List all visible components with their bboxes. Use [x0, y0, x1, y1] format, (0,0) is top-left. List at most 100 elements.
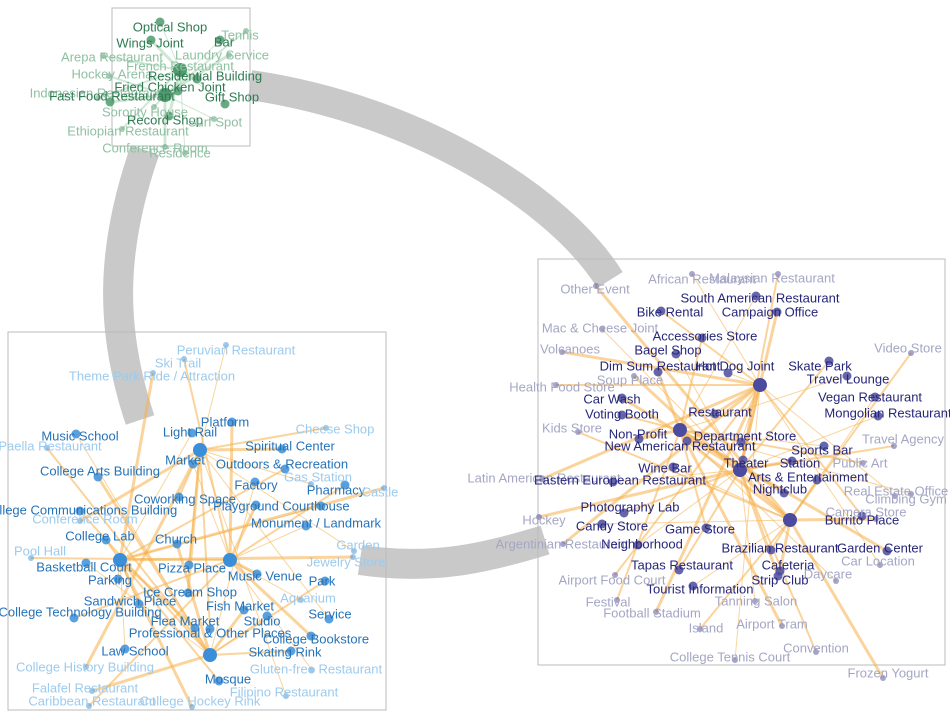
node-label: Flea Market [151, 613, 220, 628]
node-label: Conference Room [102, 140, 208, 155]
node-label: Public Art [833, 455, 888, 470]
node-label: Real Estate Office [844, 483, 949, 498]
node [824, 356, 834, 366]
node [668, 462, 678, 472]
node [381, 485, 387, 491]
node [656, 306, 666, 316]
node-label: South American Restaurant [681, 290, 840, 305]
node-label: Department Store [694, 428, 797, 443]
node [350, 554, 356, 560]
node-label: Platform [201, 414, 249, 429]
node [113, 574, 123, 584]
node [877, 562, 883, 568]
edge [91, 653, 211, 693]
node [277, 444, 287, 454]
node [134, 599, 144, 609]
node-label: Light Rail [163, 424, 217, 439]
node [723, 368, 733, 378]
nodes [28, 17, 914, 710]
node-label: Residence [149, 145, 210, 160]
node [842, 371, 852, 381]
node [775, 271, 781, 277]
node [172, 539, 182, 549]
labels: Optical Shop Tennis Wings Joint Bar Arepa Re… [0, 19, 950, 708]
edge [679, 295, 757, 431]
node [873, 516, 879, 522]
node [536, 514, 542, 520]
node-label: Hockey Arena [72, 66, 154, 81]
node [119, 126, 125, 132]
node [120, 644, 130, 654]
hub-node [158, 88, 172, 102]
edge [637, 469, 741, 546]
cluster-box [7, 331, 387, 711]
node [599, 326, 605, 332]
node-label: Tourist Information [647, 581, 754, 596]
edge [118, 558, 197, 630]
node [766, 545, 776, 555]
node [106, 73, 112, 79]
node [612, 572, 618, 578]
node-label: Accessories Store [653, 328, 758, 343]
node [214, 676, 224, 686]
hub-node [733, 463, 747, 477]
node [614, 597, 620, 603]
node-label: Fish Market [206, 598, 274, 613]
node [184, 560, 194, 570]
edge [192, 463, 231, 561]
node [653, 609, 659, 615]
edge [175, 543, 212, 656]
node-label: Monument / Landmark [251, 515, 382, 530]
node-label: Sandwich Place [84, 593, 177, 608]
edge [691, 273, 761, 386]
link-green-blue [103, 145, 160, 425]
node [908, 350, 914, 356]
node-label: Music Venue [228, 568, 302, 583]
node-label: Ice Cream Shop [143, 584, 237, 599]
node [182, 150, 188, 156]
node [262, 611, 272, 621]
edge [97, 69, 181, 99]
node [101, 535, 111, 545]
node-label: Skating Rink [249, 644, 322, 659]
node [105, 97, 115, 107]
edge [199, 449, 330, 620]
edge [199, 447, 283, 452]
node [89, 688, 95, 694]
edge [199, 427, 327, 451]
node [86, 703, 92, 709]
node-label: Brazilian Restaurant [721, 540, 838, 555]
edge [660, 310, 761, 386]
node [316, 501, 326, 511]
edge [739, 415, 879, 471]
node-label: Mosque [205, 671, 251, 686]
node [882, 546, 892, 556]
node-label: Game Store [665, 521, 735, 536]
node-label: Ethiopian Restaurant [67, 123, 189, 138]
node-label: Factory [234, 477, 278, 492]
node-label: Castle [362, 484, 399, 499]
node-label: Station [780, 455, 820, 470]
node-label: Gluten-free Restaurant [250, 661, 383, 676]
node-label: Service [308, 606, 351, 621]
hub-node [753, 378, 767, 392]
node [215, 35, 225, 45]
edge [179, 69, 186, 154]
node [653, 367, 663, 377]
hub-node [113, 553, 127, 567]
node [250, 477, 260, 487]
node-label: Spiritual Center [245, 438, 335, 453]
node-label: French Restaurant [126, 58, 234, 73]
node-label: Residential Building [148, 68, 262, 83]
node-label: Arepa Restaurant [61, 49, 163, 64]
node-label: Cheese Shop [296, 421, 375, 436]
node [150, 370, 156, 376]
node [697, 626, 703, 632]
node-label: Filipino Restaurant [230, 684, 339, 699]
node-label: Voting Booth [585, 406, 659, 421]
node-label: Travel Agency [862, 431, 944, 446]
node-label: Music School [41, 428, 118, 443]
edge [229, 484, 346, 561]
edge [199, 449, 211, 630]
